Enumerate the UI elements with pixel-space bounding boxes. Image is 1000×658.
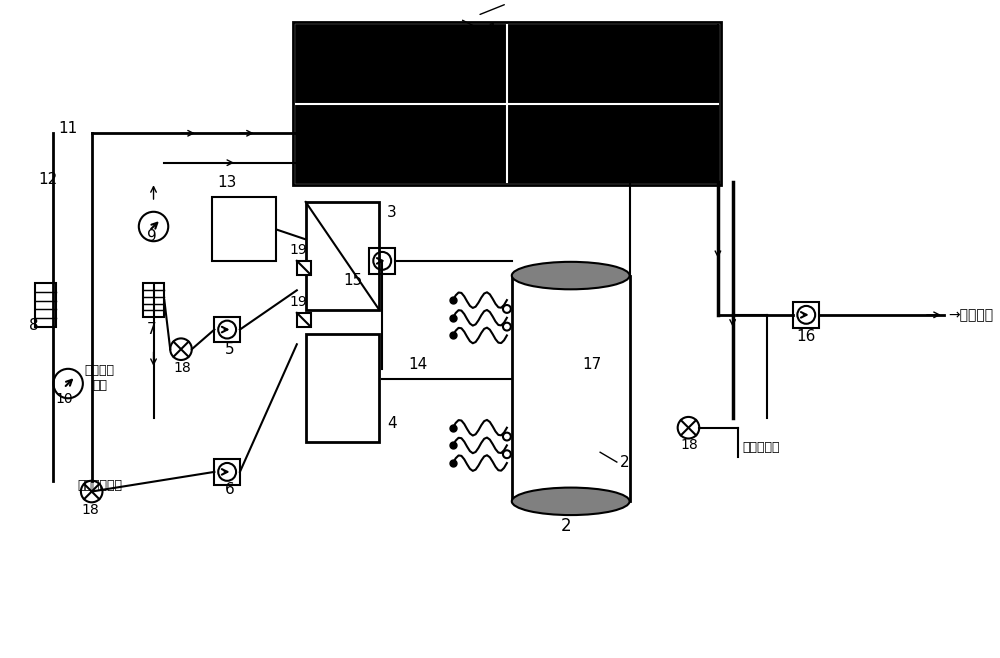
Text: 17: 17 (582, 357, 602, 372)
Text: 1: 1 (487, 22, 497, 38)
Bar (214, 316, 240, 342)
Bar (297, 261, 311, 274)
Text: 4: 4 (387, 416, 397, 431)
Text: 11: 11 (58, 121, 78, 136)
Bar (793, 302, 819, 328)
Bar (214, 459, 240, 485)
Text: →生活熱水: →生活熱水 (949, 308, 994, 322)
Text: 19: 19 (289, 243, 307, 257)
Text: 納米流體
出口: 納米流體 出口 (85, 364, 115, 392)
Bar (212, 197, 276, 261)
Bar (306, 202, 379, 310)
Text: 水箱出水口: 水箱出水口 (742, 441, 780, 454)
Bar (512, 276, 630, 501)
Text: 12: 12 (39, 172, 58, 188)
Text: 3: 3 (387, 205, 397, 220)
Bar (297, 313, 311, 326)
Bar (296, 25, 718, 182)
Text: 8: 8 (29, 318, 38, 332)
Text: 2: 2 (560, 517, 571, 535)
Text: 14: 14 (409, 357, 428, 372)
Text: 13: 13 (217, 175, 237, 190)
Text: 9: 9 (147, 229, 156, 244)
Text: 18: 18 (173, 361, 191, 375)
Bar (35, 283, 56, 327)
Text: 6: 6 (225, 482, 235, 497)
Bar (143, 283, 164, 317)
Text: 16: 16 (796, 330, 816, 344)
Text: 18: 18 (681, 438, 698, 452)
Bar (306, 334, 379, 442)
Ellipse shape (512, 262, 630, 290)
Ellipse shape (512, 488, 630, 515)
Text: 18: 18 (82, 503, 100, 517)
Text: 10: 10 (55, 392, 73, 406)
Text: 2: 2 (620, 455, 629, 470)
Text: 5: 5 (225, 342, 235, 357)
Text: 1: 1 (0, 657, 1, 658)
Bar (293, 22, 721, 186)
Text: 7: 7 (147, 322, 156, 338)
Text: 納米流體出口: 納米流體出口 (77, 479, 122, 492)
Bar (369, 248, 395, 274)
Text: 15: 15 (343, 273, 362, 288)
Text: 19: 19 (289, 295, 307, 309)
